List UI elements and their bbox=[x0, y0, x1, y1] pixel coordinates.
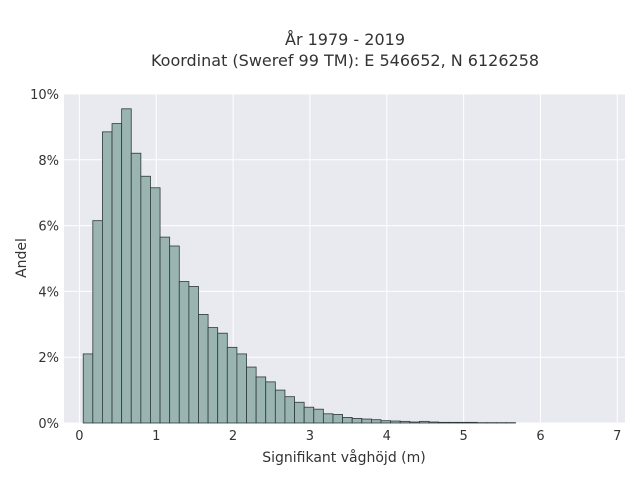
histogram-bar bbox=[447, 421, 459, 424]
histogram-bar bbox=[255, 376, 267, 424]
x-tick-label: 5 bbox=[459, 429, 467, 444]
histogram-bar bbox=[351, 417, 363, 424]
x-tick-label: 4 bbox=[383, 429, 391, 444]
histogram-bar bbox=[140, 175, 151, 424]
histogram-bar bbox=[294, 401, 305, 424]
histogram-bar bbox=[150, 187, 161, 424]
histogram-bar bbox=[226, 346, 238, 424]
histogram-bar bbox=[419, 420, 430, 424]
y-tick-label: 10% bbox=[30, 88, 59, 103]
histogram-bar bbox=[207, 327, 219, 424]
histogram-bar bbox=[370, 419, 382, 424]
y-tick-label: 2% bbox=[38, 351, 59, 366]
histogram-bar bbox=[265, 381, 276, 424]
histogram-bar bbox=[399, 420, 411, 424]
y-axis-label: Andel bbox=[14, 238, 30, 278]
histogram-bar bbox=[274, 389, 286, 424]
x-tick-label: 6 bbox=[536, 429, 544, 444]
x-tick-label: 1 bbox=[152, 429, 160, 444]
histogram-bar bbox=[380, 420, 392, 424]
histogram-bar bbox=[313, 408, 324, 424]
histogram-bar bbox=[467, 421, 478, 424]
histogram-bar bbox=[457, 421, 468, 424]
x-tick-label: 2 bbox=[229, 429, 237, 444]
histogram-bar bbox=[332, 414, 343, 424]
y-tick-label: 6% bbox=[38, 220, 59, 235]
x-axis-ticks: 0 1 2 3 4 5 6 7 bbox=[75, 429, 621, 444]
y-tick-label: 0% bbox=[38, 417, 59, 432]
histogram-bar bbox=[390, 420, 401, 424]
histogram-bar bbox=[342, 417, 353, 424]
y-tick-label: 8% bbox=[38, 154, 59, 169]
chart-title-line-2: Koordinat (Sweref 99 TM): E 546652, N 61… bbox=[151, 51, 539, 70]
histogram-bar bbox=[198, 314, 209, 424]
x-axis-label: Signifikant våghöjd (m) bbox=[262, 449, 425, 466]
histogram-bar bbox=[130, 152, 142, 424]
x-tick-label: 7 bbox=[613, 429, 621, 444]
y-axis-ticks: 0% 2% 4% 6% 8% 10% bbox=[30, 88, 59, 432]
histogram-bar bbox=[428, 421, 440, 424]
histogram-bar bbox=[409, 421, 420, 424]
histogram-bar bbox=[438, 421, 449, 424]
histogram-bar bbox=[303, 406, 315, 424]
histogram-bar bbox=[102, 131, 113, 424]
histogram-bar bbox=[178, 281, 190, 424]
bars-group bbox=[82, 108, 516, 424]
histogram-bar bbox=[284, 396, 295, 424]
x-tick-label: 0 bbox=[75, 429, 83, 444]
histogram-bar bbox=[82, 353, 94, 424]
histogram-bar bbox=[322, 413, 334, 424]
histogram-bar bbox=[188, 286, 199, 424]
histogram-bar bbox=[111, 123, 123, 424]
chart-title-line-1: År 1979 - 2019 bbox=[285, 30, 405, 49]
histogram-bar bbox=[361, 418, 372, 424]
histogram-bar bbox=[169, 245, 180, 424]
x-tick-label: 3 bbox=[306, 429, 314, 444]
histogram-bar bbox=[159, 236, 171, 424]
histogram-bar bbox=[121, 108, 132, 424]
histogram-bar bbox=[92, 220, 103, 424]
histogram-bar bbox=[217, 332, 228, 424]
histogram-bar bbox=[246, 366, 257, 424]
y-tick-label: 4% bbox=[38, 285, 59, 300]
histogram-bar bbox=[236, 353, 247, 424]
